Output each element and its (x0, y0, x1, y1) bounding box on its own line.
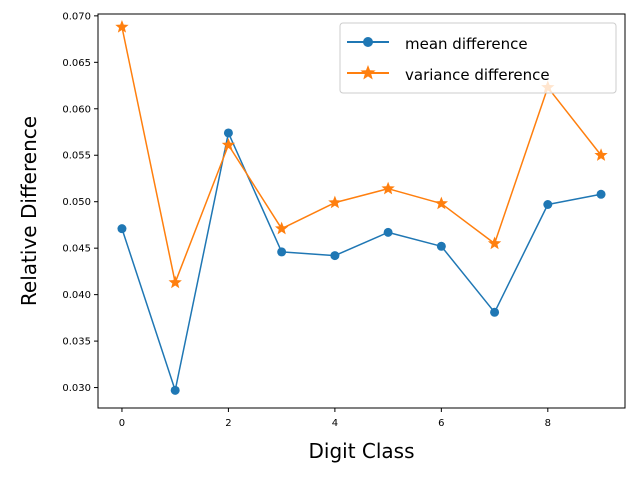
plot-frame (97, 13, 626, 409)
y-axis-ticks: 0.030 0.035 0.040 0.045 0.050 0.055 0.060 0.065… (62, 11, 98, 394)
data-point-star (434, 196, 449, 210)
y-tick-label: 0.035 (62, 337, 91, 348)
data-point-circle (383, 227, 393, 237)
series-line-1 (121, 26, 602, 284)
y-tick-label: 0.040 (62, 290, 91, 301)
y-tick-label: 0.030 (62, 383, 91, 394)
data-point-star (328, 195, 342, 209)
x-axis-ticks: 0 2 4 6 8 (119, 408, 551, 429)
y-tick-label: 0.070 (62, 11, 91, 22)
data-point-star (381, 181, 395, 195)
x-tick-label: 4 (332, 418, 338, 429)
data-point-circle (490, 307, 500, 317)
y-tick-label: 0.050 (62, 197, 91, 208)
data-point-star (221, 138, 236, 151)
legend-box (339, 22, 617, 94)
data-point-star (487, 236, 502, 250)
data-point-circle (543, 199, 553, 209)
data-point-star (115, 20, 129, 33)
y-tick-label: 0.055 (62, 151, 91, 162)
legend-marker-mean (363, 37, 373, 47)
legend-label-mean: mean difference (405, 35, 528, 53)
x-tick-label: 8 (545, 418, 551, 429)
data-point-star (168, 275, 182, 289)
y-tick-label: 0.065 (62, 58, 91, 69)
data-point-star (594, 148, 608, 161)
legend-marker-variance (360, 65, 376, 80)
legend-label-variance: variance difference (405, 66, 550, 84)
data-point-circle (277, 247, 287, 257)
data-point-circle (596, 189, 606, 199)
x-tick-label: 6 (438, 418, 444, 429)
y-axis-label: Relative Difference (17, 116, 41, 306)
x-tick-label: 2 (225, 418, 231, 429)
data-point-circle (117, 224, 127, 234)
x-axis-label: Digit Class (308, 439, 414, 463)
data-point-circle (223, 128, 233, 138)
y-tick-label: 0.060 (62, 104, 91, 115)
data-point-star (274, 221, 289, 235)
x-tick-label: 0 (119, 418, 125, 429)
data-point-circle (170, 385, 180, 395)
data-point-circle (330, 251, 340, 261)
data-point-circle (436, 241, 446, 251)
legend: mean difference variance difference (339, 22, 617, 94)
series-line-0 (121, 132, 602, 392)
y-tick-label: 0.045 (62, 244, 91, 255)
